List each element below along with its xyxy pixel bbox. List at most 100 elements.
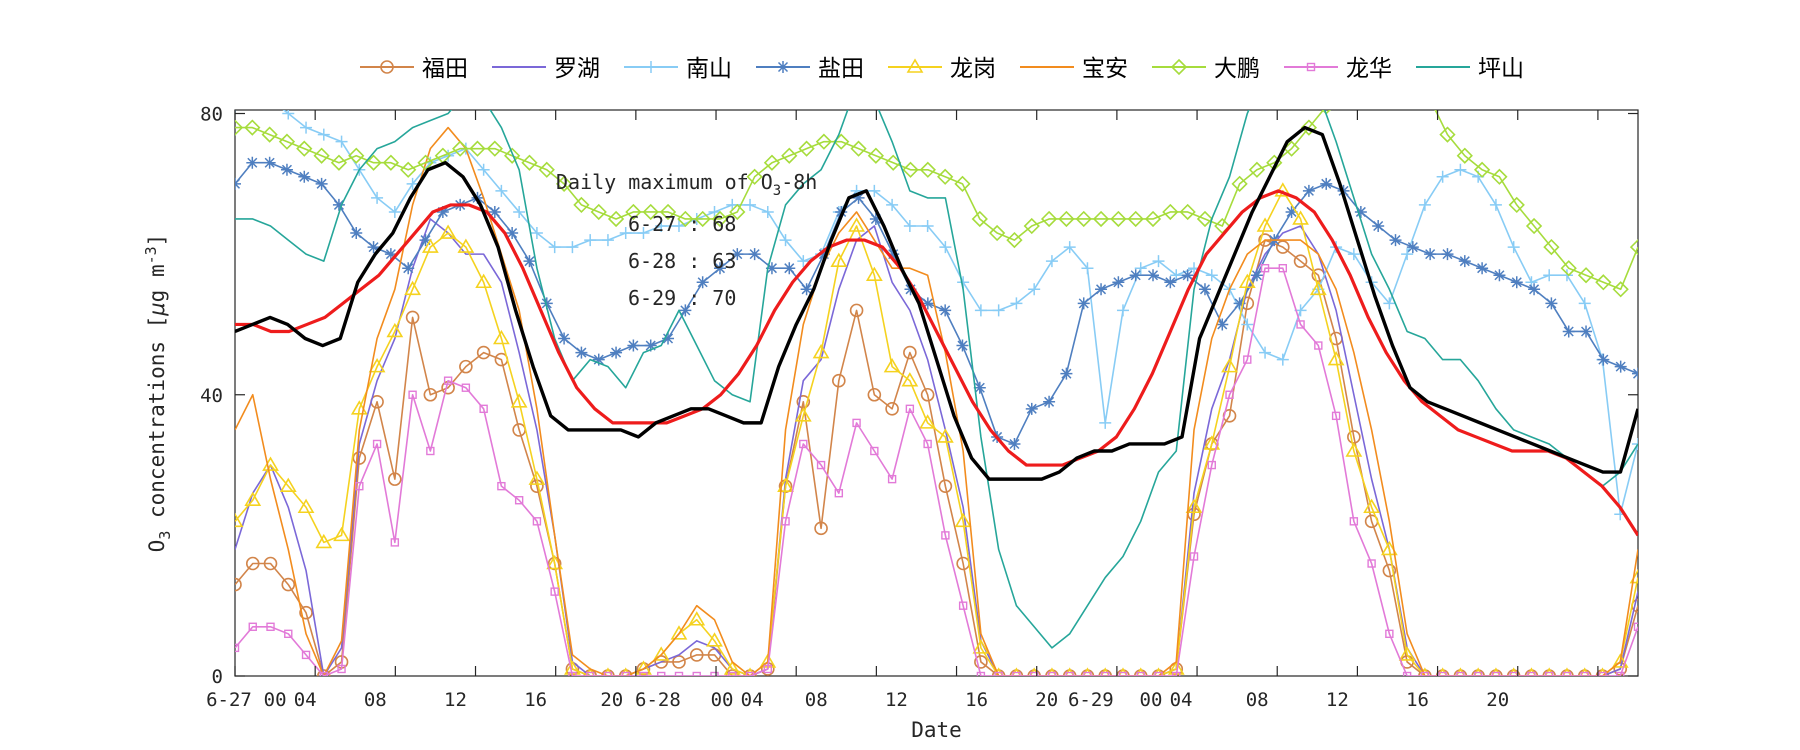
x-tick-label: 12 (885, 689, 908, 711)
series-point (1489, 198, 1502, 211)
series-point (1029, 671, 1039, 676)
series-point (974, 304, 987, 317)
series-point (1337, 85, 1351, 99)
series-point (1008, 437, 1021, 450)
series-point (1134, 262, 1147, 275)
legend-item: 坪山 (1416, 56, 1524, 82)
series-point (530, 227, 543, 240)
y-tick-label: 80 (200, 104, 223, 126)
series-point (670, 625, 688, 640)
series-point (728, 671, 737, 676)
series-point (794, 407, 812, 422)
annotation-line-6-28: 6-28 : 63 (628, 249, 736, 273)
series-point (1025, 402, 1038, 415)
series-point (532, 517, 542, 526)
series-point (459, 359, 473, 374)
series-point (1614, 360, 1627, 373)
series-point (540, 297, 553, 310)
series-point (475, 273, 493, 289)
series-point (423, 387, 438, 402)
smoothed-mean-line (235, 189, 1638, 537)
x-tick-label: 08 (364, 689, 387, 711)
series-point (421, 238, 439, 253)
series-point (1189, 552, 1199, 561)
series-point (1597, 353, 1610, 366)
series-point (905, 404, 915, 414)
series-point (870, 446, 879, 456)
series-point (1367, 559, 1376, 568)
series-point (706, 632, 723, 647)
series-point (919, 161, 936, 178)
series-point (1095, 283, 1108, 296)
series-point (1181, 269, 1194, 282)
series-point (763, 154, 781, 171)
series-point (1438, 671, 1447, 676)
series-point (677, 210, 694, 228)
series-point (731, 248, 744, 261)
legend-item: 罗湖 (492, 56, 600, 82)
series-point (367, 241, 380, 254)
annotation-line-6-27: 6-27 : 68 (628, 212, 736, 236)
series-point (263, 156, 276, 169)
series-point (235, 512, 244, 528)
series-point (1508, 196, 1525, 214)
series-point (849, 303, 864, 318)
series-point (510, 393, 528, 408)
series-point (337, 664, 346, 674)
series-point (550, 587, 559, 596)
series-point (1629, 238, 1638, 256)
series-point (1216, 318, 1229, 331)
legend-label: 坪山 (1478, 56, 1524, 82)
series-point (625, 203, 642, 221)
series-point (696, 276, 709, 289)
series-point (867, 147, 885, 164)
series-point (1632, 437, 1638, 450)
series-point (1632, 367, 1638, 380)
series-point (1241, 318, 1254, 331)
series-line (235, 110, 1638, 291)
series-point (406, 177, 419, 190)
series-point (1250, 269, 1263, 282)
series-point (921, 220, 934, 233)
series-point (332, 198, 345, 211)
y-axis-title: O3 concentrations [μg m-3] (142, 234, 174, 553)
series-point (903, 220, 916, 233)
series-point (1285, 205, 1298, 218)
series-point (386, 322, 404, 338)
series-point (886, 198, 899, 211)
series-point (1543, 238, 1560, 256)
series-point (817, 248, 830, 261)
series-point (1528, 283, 1541, 296)
series-point (497, 481, 506, 491)
series-point (883, 358, 901, 373)
x-tick-label: 16 (965, 689, 988, 711)
series-point (573, 196, 590, 214)
series-point (1424, 248, 1437, 261)
series-point (627, 339, 640, 352)
series-point (1560, 260, 1577, 277)
series-point (1040, 210, 1058, 228)
series-point (865, 266, 883, 282)
series-point (245, 556, 260, 571)
series-point (936, 428, 954, 443)
series-point (941, 531, 950, 540)
series-point (1118, 671, 1128, 676)
series-point (1023, 217, 1040, 235)
series-point (694, 210, 711, 228)
series-point (1012, 671, 1021, 676)
series-point (1456, 671, 1465, 676)
series-point (1221, 358, 1238, 373)
x-tick-label: 6-29 (1068, 689, 1114, 711)
series-point (439, 224, 457, 239)
series-point (279, 477, 297, 492)
series-point (781, 147, 798, 164)
legend-marker (1306, 62, 1316, 72)
series-point (514, 496, 524, 505)
series-point (506, 227, 519, 240)
series-point (902, 161, 919, 178)
series-point (1456, 147, 1473, 164)
series-point (746, 168, 763, 185)
x-axis-title: Date (911, 718, 962, 742)
legend-marker (777, 61, 789, 73)
series-point (1099, 416, 1112, 429)
